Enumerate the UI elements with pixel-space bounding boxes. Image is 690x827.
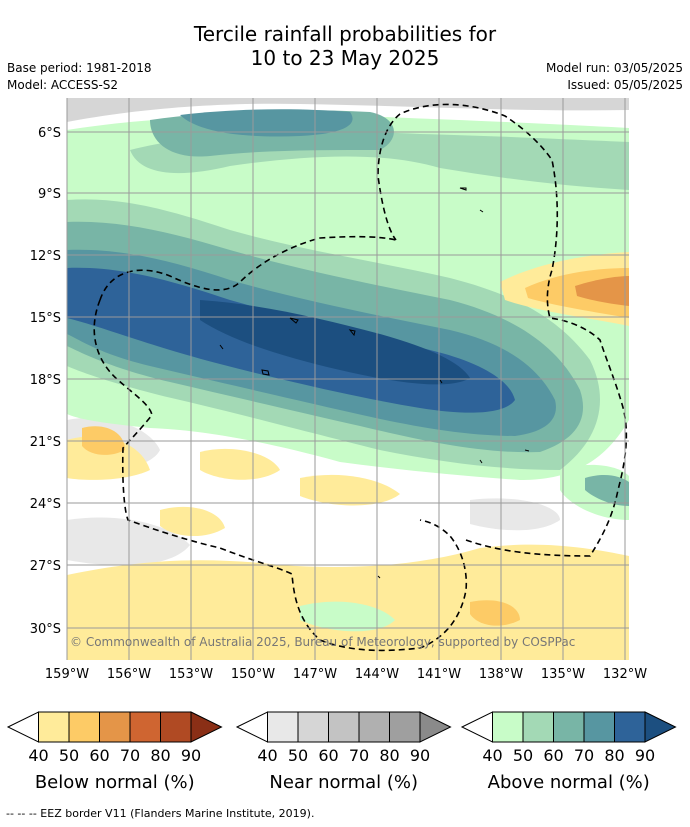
- eez-footnote: -- -- -- EEZ border V11 (Flanders Marine…: [6, 807, 315, 820]
- lat-label: 24°S: [30, 497, 61, 512]
- islands: [219, 187, 530, 579]
- legend-max-arrow: [419, 711, 452, 743]
- legend-tick-label: 50: [288, 746, 308, 765]
- legend-swatch: [267, 711, 299, 743]
- above-normal-legend: 40 50 60 70 80 90 Above normal (%): [460, 711, 677, 793]
- legend-max-arrow: [644, 711, 677, 743]
- lon-label: 159°W: [45, 667, 89, 682]
- legend-tick-label: 40: [482, 746, 502, 765]
- legend-min-arrow: [6, 711, 39, 743]
- issued-date: Issued: 05/05/2025: [567, 78, 683, 92]
- title-line-2: 10 to 23 May 2025: [250, 46, 440, 70]
- legend-tick-label: 40: [257, 746, 277, 765]
- map-field: [67, 98, 629, 660]
- below-normal-legend: 40 50 60 70 80 90 Below normal (%): [6, 711, 223, 793]
- legend-swatch: [297, 711, 329, 743]
- legend-min-arrow: [235, 711, 268, 743]
- lon-label: 147°W: [293, 667, 337, 682]
- title-line-1: Tercile rainfall probabilities for: [193, 22, 497, 46]
- legend-tick-label: 80: [604, 746, 624, 765]
- legend-tick-label: 70: [349, 746, 369, 765]
- legend-swatch: [38, 711, 70, 743]
- legend-swatch: [160, 711, 192, 743]
- legend-swatch: [99, 711, 131, 743]
- legend-tick-label: 80: [150, 746, 170, 765]
- legend-tick-label: 50: [59, 746, 79, 765]
- grid: [66, 98, 629, 660]
- legend-tick-label: 40: [28, 746, 48, 765]
- lon-label: 150°W: [231, 667, 275, 682]
- legend-tick-label: 90: [410, 746, 430, 765]
- map-title: Tercile rainfall probabilities for 10 to…: [0, 22, 690, 70]
- legend-title: Below normal (%): [35, 772, 195, 793]
- legend-swatch: [129, 711, 161, 743]
- copyright-notice: © Commonwealth of Australia 2025, Bureau…: [70, 635, 575, 649]
- legend-tick-label: 90: [635, 746, 655, 765]
- base-period: Base period: 1981-2018: [7, 61, 152, 75]
- legend-tick-label: 50: [513, 746, 533, 765]
- legend-swatch: [553, 711, 585, 743]
- lat-label: 15°S: [30, 311, 61, 326]
- lat-axis: 6°S 9°S 12°S 15°S 18°S 21°S 24°S 27°S 30…: [30, 126, 61, 637]
- meta-left: Base period: 1981-2018 Model: ACCESS-S2: [7, 60, 152, 94]
- model-name: Model: ACCESS-S2: [7, 78, 119, 92]
- legends: 40 50 60 70 80 90 Below normal (%) 40 50 60 70 80 90…: [6, 711, 677, 793]
- lon-label: 141°W: [417, 667, 461, 682]
- lon-label: 156°W: [107, 667, 151, 682]
- legend-title: Near normal (%): [269, 772, 418, 793]
- legend-tick-label: 60: [318, 746, 338, 765]
- legend-tick-label: 70: [120, 746, 140, 765]
- legend-min-arrow: [460, 711, 493, 743]
- near-normal-legend: 40 50 60 70 80 90 Near normal (%): [235, 711, 452, 793]
- legend-swatch: [389, 711, 421, 743]
- legend-tick-label: 70: [574, 746, 594, 765]
- lon-label: 135°W: [541, 667, 585, 682]
- lat-label: 21°S: [30, 435, 61, 450]
- legend-swatch: [328, 711, 360, 743]
- legend-title: Above normal (%): [488, 772, 650, 793]
- lat-label: 30°S: [30, 622, 61, 637]
- meta-right: Model run: 03/05/2025 Issued: 05/05/2025: [546, 60, 683, 94]
- lat-label: 27°S: [30, 559, 61, 574]
- legend-swatch: [358, 711, 390, 743]
- lon-label: 138°W: [479, 667, 523, 682]
- lon-label: 144°W: [355, 667, 399, 682]
- legend-tick-label: 80: [379, 746, 399, 765]
- legend-swatch: [522, 711, 554, 743]
- legend-swatch: [614, 711, 646, 743]
- lon-label: 132°W: [603, 667, 647, 682]
- probability-map: 6°S 9°S 12°S 15°S 18°S 21°S 24°S 27°S 30…: [6, 98, 677, 793]
- lon-axis: 159°W 156°W 153°W 150°W 147°W 144°W 141°…: [45, 667, 647, 682]
- legend-max-arrow: [190, 711, 223, 743]
- legend-tick-label: 90: [181, 746, 201, 765]
- eez-border: [93, 103, 628, 652]
- lat-label: 9°S: [38, 187, 61, 202]
- lon-label: 153°W: [169, 667, 213, 682]
- lat-label: 12°S: [30, 249, 61, 264]
- lat-label: 18°S: [30, 373, 61, 388]
- lat-label: 6°S: [38, 126, 61, 141]
- legend-tick-label: 60: [543, 746, 563, 765]
- model-run: Model run: 03/05/2025: [545, 61, 683, 75]
- legend-swatch: [68, 711, 100, 743]
- legend-tick-label: 60: [89, 746, 109, 765]
- legend-swatch: [583, 711, 615, 743]
- legend-swatch: [492, 711, 524, 743]
